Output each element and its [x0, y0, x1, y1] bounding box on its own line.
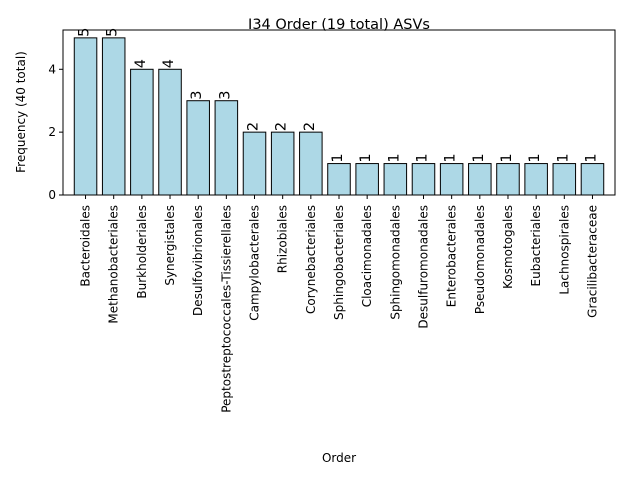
x-tick-label: Pseudomonadales	[473, 205, 487, 314]
x-tick-label: Synergistales	[163, 205, 177, 286]
bar-value-label: 1	[583, 153, 599, 162]
bar-value-label: 3	[189, 90, 205, 99]
bar	[130, 68, 154, 196]
x-tick-label: Kosmotogales	[501, 205, 515, 289]
x-axis: Bacteroidales Methanobacteriales Burkholde…	[79, 195, 599, 413]
x-axis-label: Order	[322, 451, 356, 465]
bar	[439, 163, 464, 196]
x-tick-label: Eubacteriales	[529, 205, 543, 286]
bar-value-label: 1	[527, 153, 543, 162]
x-tick-label: Campylobacterales	[248, 205, 262, 321]
x-tick-label: Lachnospirales	[557, 205, 571, 295]
x-tick-label: Methanobacteriales	[107, 205, 121, 324]
bar-value-label: 1	[414, 153, 430, 162]
bar-value-label: 1	[330, 153, 346, 162]
bar	[158, 68, 182, 196]
bar	[580, 163, 605, 196]
bar	[355, 163, 379, 196]
bar	[524, 163, 548, 196]
bar-labels-group: 5 5 4 4 3 3 2 2 2 1 1 1 1 1 1 1 1 1 1	[77, 28, 600, 163]
bar-value-label: 1	[499, 153, 515, 162]
bar-value-label: 4	[133, 59, 149, 68]
x-tick-label: Desulfovibrionales	[191, 205, 205, 316]
x-tick-label: Peptostreptococcales-Tissierellales	[219, 205, 233, 413]
y-tick-label: 4	[48, 62, 56, 76]
bar-value-label: 2	[274, 122, 290, 131]
bar	[270, 131, 295, 196]
bar	[496, 163, 520, 196]
x-tick-label: Bacteroidales	[79, 205, 93, 287]
bar	[411, 163, 436, 196]
x-tick-label: Desulfuromonadales	[416, 205, 430, 329]
bar-value-label: 1	[555, 153, 571, 162]
x-tick-label: Sphingobacteriales	[332, 205, 346, 320]
bar	[468, 163, 492, 196]
bar	[383, 163, 408, 196]
bar	[186, 100, 210, 196]
bar-value-label: 2	[246, 122, 262, 131]
bar-value-label: 5	[105, 28, 121, 37]
bar-value-label: 1	[386, 153, 402, 162]
bar-value-label: 1	[471, 153, 487, 162]
bar-value-label: 1	[443, 153, 459, 162]
bar	[242, 131, 267, 196]
bar-value-label: 5	[77, 28, 93, 37]
x-tick-label: Rhizobiales	[276, 205, 290, 273]
bar	[327, 163, 351, 196]
x-tick-label: Sphingomonadales	[388, 205, 402, 320]
bars-group	[73, 37, 605, 196]
y-tick-label: 2	[48, 125, 56, 139]
x-tick-label: Gracilibacteraceae	[585, 205, 599, 318]
bar	[73, 37, 98, 196]
x-tick-label: Enterobacterales	[445, 205, 459, 307]
y-axis-label: Frequency (40 total)	[14, 51, 28, 173]
x-tick-label: Burkholderiales	[135, 205, 149, 299]
bar	[552, 163, 577, 196]
bar-value-label: 1	[358, 153, 374, 162]
y-tick-label: 0	[48, 188, 56, 202]
x-tick-label: Cloacimonadales	[360, 205, 374, 307]
chart-title: I34 Order (19 total) ASVs	[248, 17, 430, 33]
bar-value-label: 2	[302, 122, 318, 131]
bar	[214, 100, 239, 196]
x-tick-label: Corynebacteriales	[304, 205, 318, 314]
y-axis: 0 2 4	[48, 62, 63, 202]
bar	[299, 131, 323, 196]
bar-value-label: 4	[161, 59, 177, 68]
bar	[101, 37, 126, 196]
bar-value-label: 3	[217, 90, 233, 99]
